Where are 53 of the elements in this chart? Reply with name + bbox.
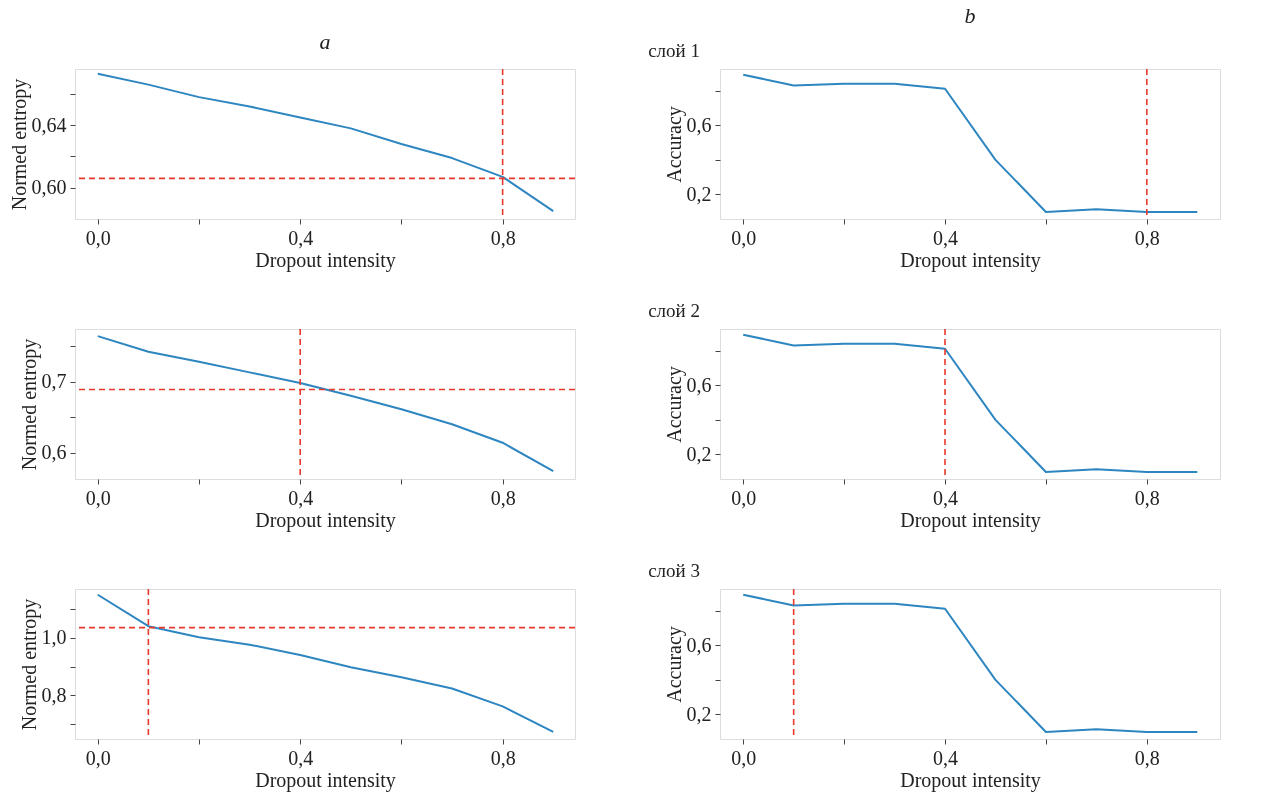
line-series: [742, 73, 1199, 213]
x-tick-label: 0,4: [288, 486, 314, 509]
x-tick-label: 0,0: [85, 226, 111, 249]
y-axis-title: Accuracy: [662, 366, 686, 443]
x-axis-title: Dropout intensity: [900, 508, 1041, 532]
x-axis-title: Dropout intensity: [900, 768, 1041, 792]
x-tick-label: 0,0: [731, 226, 757, 249]
y-tick-label: 0,7: [41, 370, 67, 393]
x-tick-label: 0,8: [1134, 746, 1160, 769]
x-tick-label: 0,4: [933, 486, 959, 509]
x-axis-title: Dropout intensity: [900, 248, 1041, 272]
text: слой 1: [648, 40, 700, 61]
y-tick-label: 1,0: [41, 626, 67, 649]
y-axis-title: Accuracy: [662, 626, 686, 703]
x-tick-label: 0,8: [490, 226, 516, 249]
y-tick-label: 0,6: [41, 441, 67, 464]
x-tick-label: 0,8: [490, 486, 516, 509]
x-tick-label: 0,8: [1134, 486, 1160, 509]
y-tick-label: 0,6: [686, 113, 712, 136]
x-tick-label: 0,4: [288, 746, 314, 769]
y-tick-label: 0,6: [686, 373, 712, 396]
line-series: [96, 335, 555, 473]
text: слой 2: [648, 300, 700, 321]
y-tick-label: 0,64: [31, 113, 67, 136]
x-tick-label: 0,0: [731, 486, 757, 509]
x-tick-label: 0,4: [288, 226, 314, 249]
y-tick-label: 0,8: [41, 683, 67, 706]
x-tick-label: 0,8: [1134, 226, 1160, 249]
line-series: [742, 593, 1199, 733]
x-tick-label: 0,0: [731, 746, 757, 769]
line-series: [96, 593, 555, 733]
line-series: [742, 333, 1199, 473]
chart-title: a: [319, 29, 331, 55]
line-series: [96, 72, 555, 213]
y-axis-title: Accuracy: [662, 106, 686, 183]
x-tick-label: 0,8: [490, 746, 516, 769]
y-tick-label: 0,60: [31, 176, 67, 199]
x-axis-title: Dropout intensity: [255, 248, 396, 272]
x-axis-title: Dropout intensity: [255, 508, 396, 532]
y-tick-label: 0,2: [686, 442, 712, 465]
y-tick-label: 0,6: [686, 633, 712, 656]
y-tick-label: 0,2: [686, 182, 712, 205]
chart-title: b: [964, 3, 976, 28]
text: слой 3: [648, 560, 700, 581]
x-axis-title: Dropout intensity: [255, 768, 396, 792]
y-tick-label: 0,2: [686, 702, 712, 725]
y-axis-title: Normed entropy: [7, 78, 31, 211]
x-tick-label: 0,0: [85, 486, 111, 509]
x-tick-label: 0,4: [933, 226, 959, 249]
x-tick-label: 0,0: [85, 746, 111, 769]
x-tick-label: 0,4: [933, 746, 959, 769]
y-axis-title: Normed entropy: [17, 598, 41, 731]
y-axis-title: Normed entropy: [17, 338, 41, 471]
